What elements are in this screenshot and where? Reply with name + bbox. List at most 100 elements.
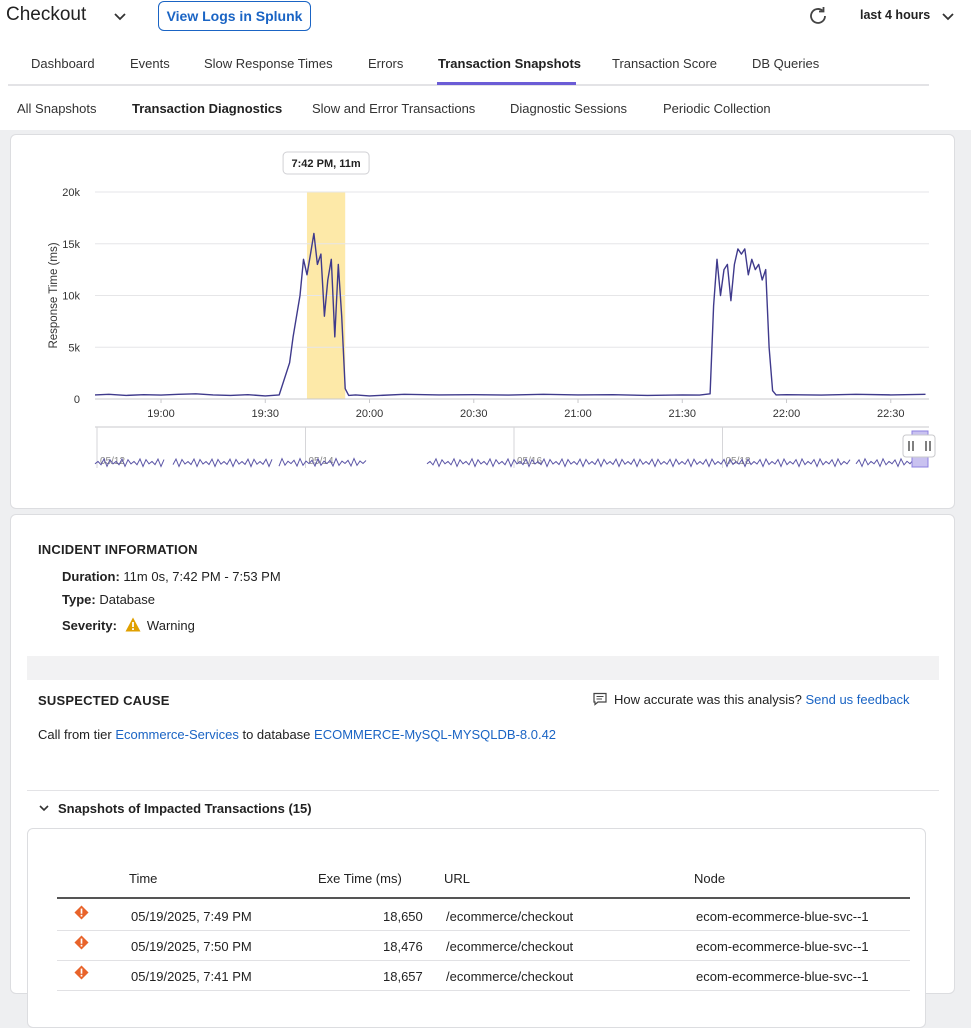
sub-tabs: All Snapshots Transaction Diagnostics Sl… [0,86,971,130]
tab-slow-response-times[interactable]: Slow Response Times [204,56,333,71]
row-exe-time: 18,650 [383,909,423,924]
y-tick-label: 15k [62,239,80,251]
subtab-slow-and-error-transactions[interactable]: Slow and Error Transactions [312,101,476,116]
severity-value: Warning [146,618,195,633]
feedback-question: How accurate was this analysis? [614,692,802,707]
cause-middle: to database [242,727,311,742]
x-tick-label: 22:00 [773,408,801,420]
row-url: /ecommerce/checkout [446,909,574,924]
cause-description: Call from tier Ecommerce-Services to dat… [38,727,556,742]
duration-field: Duration: 11m 0s, 7:42 PM - 7:53 PM [62,569,281,584]
error-icon [74,965,89,980]
row-node: ecom-ecommerce-blue-svc--1 [696,969,869,984]
main-tabs: Dashboard Events Slow Response Times Err… [0,34,971,86]
row-time: 05/19/2025, 7:49 PM [131,909,252,924]
active-tab-indicator [437,82,576,85]
comment-icon [593,692,607,706]
top-bar: Checkout View Logs in Splunk last 4 hour… [0,0,971,34]
y-axis-label: Response Time (ms) [48,242,60,348]
x-tick-label: 20:00 [356,408,384,420]
y-tick-label: 0 [74,394,80,406]
tab-transaction-snapshots[interactable]: Transaction Snapshots [438,56,582,71]
severity-field: Severity: Warning [62,617,195,633]
highlight-tooltip: 7:42 PM, 11m [282,151,370,175]
y-tick-label: 20k [62,187,80,199]
cause-prefix: Call from tier [38,727,112,742]
tab-dashboard[interactable]: Dashboard [31,56,95,71]
row-exe-time: 18,476 [383,939,423,954]
response-time-chart-card: 0 5k 10k 15k 20k Response Time (ms) 19:00 19:30… [10,134,955,509]
time-range-chevron-icon[interactable] [940,8,956,24]
row-url: /ecommerce/checkout [446,939,574,954]
table-row[interactable]: 05/19/2025, 7:41 PM 18,657 /ecommerce/ch… [57,961,910,991]
overview-date-label: 05/14 [309,456,334,467]
tier-link[interactable]: Ecommerce-Services [115,727,239,742]
tooltip-text: 7:42 PM, 11m [292,158,361,170]
view-logs-in-splunk-button[interactable]: View Logs in Splunk [158,1,311,31]
duration-value: 11m 0s, 7:42 PM - 7:53 PM [123,569,281,584]
row-time: 05/19/2025, 7:41 PM [131,969,252,984]
row-time: 05/19/2025, 7:50 PM [131,939,252,954]
x-tick-label: 22:30 [877,408,905,420]
column-header-exe-time[interactable]: Exe Time (ms) [318,871,402,886]
overview-date-label: 05/18 [726,456,751,467]
overview-brush-handle[interactable] [902,434,936,458]
subtab-periodic-collection[interactable]: Periodic Collection [663,101,771,116]
send-feedback-link[interactable]: Send us feedback [805,692,910,707]
type-field: Type: Database [62,592,155,607]
time-range-selector[interactable]: last 4 hours [860,8,931,22]
snapshots-table: Time Exe Time (ms) URL Node 05/19/2025, … [27,828,926,1028]
subtab-diagnostic-sessions[interactable]: Diagnostic Sessions [510,101,628,116]
error-icon [74,935,89,950]
app-title: Checkout [6,4,87,25]
subtab-transaction-diagnostics[interactable]: Transaction Diagnostics [132,101,283,116]
warning-icon [125,617,141,632]
snapshots-section-toggle[interactable]: Snapshots of Impacted Transactions (15) [38,801,312,816]
overview-sparkline [172,457,273,468]
type-label: Type: [62,592,96,607]
x-tick-label: 21:30 [669,408,697,420]
overview-sparkline [426,457,851,468]
overview-sparkline [278,457,367,468]
table-row[interactable]: 05/19/2025, 7:49 PM 18,650 /ecommerce/ch… [57,901,910,931]
x-tick-label: 21:00 [564,408,592,420]
severity-label: Severity: [62,618,117,633]
subtab-all-snapshots[interactable]: All Snapshots [17,101,97,116]
x-tick-label: 19:00 [147,408,175,420]
y-tick-label: 5k [68,342,80,354]
suspected-cause-title: SUSPECTED CAUSE [38,693,170,708]
table-row[interactable]: 05/19/2025, 7:50 PM 18,476 /ecommerce/ch… [57,931,910,961]
database-link[interactable]: ECOMMERCE-MySQL-MYSQLDB-8.0.42 [314,727,557,742]
x-tick-label: 20:30 [460,408,488,420]
row-node: ecom-ecommerce-blue-svc--1 [696,939,869,954]
overview-sparkline [855,457,917,468]
type-value: Database [99,592,155,607]
column-header-time[interactable]: Time [129,871,158,886]
tab-events[interactable]: Events [130,56,170,71]
divider [27,790,939,791]
tab-db-queries[interactable]: DB Queries [752,56,820,71]
feedback-prompt: How accurate was this analysis? Send us … [592,691,910,707]
column-header-url[interactable]: URL [444,871,471,886]
chevron-down-icon[interactable] [112,8,128,24]
y-tick-label: 10k [62,291,80,303]
chevron-down-icon [39,805,49,812]
overview-date-label: 05/12 [100,456,125,467]
tooltip-box [282,151,370,175]
x-tick-label: 19:30 [252,408,280,420]
response-time-chart[interactable]: 0 5k 10k 15k 20k Response Time (ms) 19:00 19:30… [11,135,956,510]
incident-information-title: INCIDENT INFORMATION [38,542,198,557]
row-url: /ecommerce/checkout [446,969,574,984]
section-separator [27,656,939,680]
tab-errors[interactable]: Errors [368,56,404,71]
error-icon [74,905,89,920]
refresh-icon[interactable] [806,4,830,28]
tabs-divider [8,84,929,86]
duration-label: Duration: [62,569,120,584]
tab-transaction-score[interactable]: Transaction Score [612,56,718,71]
column-header-node[interactable]: Node [694,871,726,886]
overview-sparkline [94,457,165,468]
snapshots-header: Snapshots of Impacted Transactions (15) [58,801,312,816]
table-header-divider [57,897,910,899]
overview-date-label: 05/16 [517,456,542,467]
